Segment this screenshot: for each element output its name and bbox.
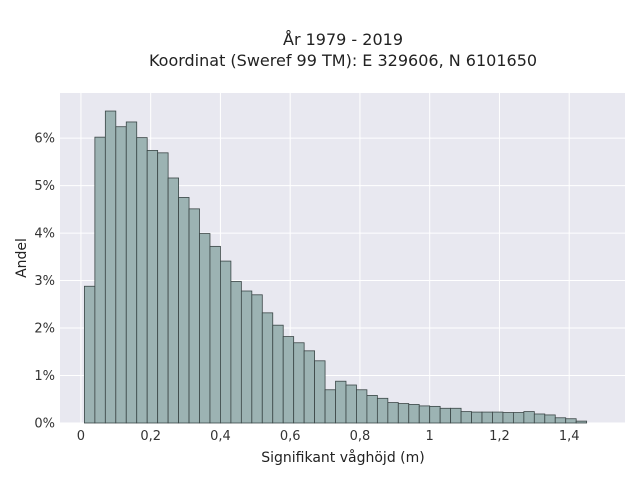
histogram-bar: [209, 245, 221, 424]
y-tick-label: 6%: [34, 132, 55, 147]
histogram-bar: [471, 411, 483, 424]
histogram-bar: [115, 126, 127, 424]
histogram-bar: [439, 407, 452, 424]
histogram-bar: [335, 380, 347, 424]
histogram-bar: [429, 405, 441, 424]
histogram-bar: [220, 260, 232, 424]
y-axis-ticks: 0% 1% 2% 3% 4% 5% 6%: [34, 132, 55, 432]
histogram-bar: [387, 402, 399, 424]
histogram-bar: [502, 412, 514, 424]
histogram-bar: [230, 281, 242, 424]
histogram-bar: [376, 397, 389, 424]
histogram-bar: [575, 420, 588, 424]
histogram-bar: [356, 389, 368, 424]
histogram-bar: [104, 110, 117, 424]
histogram-bar: [199, 233, 211, 424]
histogram-bar: [282, 336, 295, 424]
x-tick-label: 1,2: [489, 429, 510, 444]
histogram-bar: [125, 121, 138, 424]
histogram-bar: [157, 152, 169, 424]
y-tick-label: 1%: [34, 369, 55, 384]
y-tick-label: 5%: [34, 179, 55, 194]
x-tick-label: 1: [426, 429, 434, 444]
x-tick-label: 1,4: [559, 429, 580, 444]
histogram-bar: [251, 294, 263, 424]
chart-title: År 1979 - 2019: [283, 30, 403, 49]
histogram-bar: [303, 350, 315, 424]
x-axis-ticks: 0 0,2 0,4 0,6 0,8 1 1,2 1,4: [77, 429, 580, 444]
histogram-bar: [345, 384, 357, 424]
histogram-bar: [178, 197, 190, 424]
histogram-bar: [146, 150, 159, 424]
histogram-bar: [261, 312, 274, 424]
histogram-bar: [481, 411, 493, 424]
histogram-bar: [167, 177, 179, 424]
x-tick-label: 0,2: [140, 429, 161, 444]
y-tick-label: 0%: [34, 417, 55, 432]
x-tick-label: 0: [77, 429, 85, 444]
histogram-bar: [408, 404, 420, 424]
histogram-bar: [554, 417, 567, 424]
histogram-bar: [523, 411, 535, 424]
histogram-bar: [544, 414, 556, 424]
y-tick-label: 4%: [34, 227, 55, 242]
bars: [84, 110, 588, 424]
histogram-bar: [240, 290, 253, 424]
histogram-bar: [314, 360, 326, 424]
x-tick-label: 0,8: [350, 429, 371, 444]
histogram-bar: [84, 285, 96, 424]
histogram-bar: [293, 342, 305, 424]
y-tick-label: 2%: [34, 322, 55, 337]
histogram-bar: [565, 418, 577, 424]
histogram-bar: [397, 403, 410, 424]
histogram-bar: [533, 413, 546, 424]
histogram-bar: [272, 324, 284, 424]
y-axis-label: Andel: [14, 238, 30, 278]
x-tick-label: 0,4: [210, 429, 231, 444]
chart-subtitle: Koordinat (Sweref 99 TM): E 329606, N 61…: [149, 51, 537, 70]
histogram-bar: [450, 407, 462, 424]
histogram-bar: [188, 208, 200, 424]
histogram-bar: [324, 389, 336, 424]
histogram-bar: [492, 411, 504, 424]
histogram-bar: [136, 137, 148, 424]
histogram-bar: [460, 411, 472, 424]
x-axis-label: Signifikant våghöjd (m): [261, 449, 424, 466]
y-tick-label: 3%: [34, 274, 55, 289]
histogram-bar: [418, 405, 431, 424]
histogram-bar: [366, 395, 378, 424]
x-tick-label: 0,6: [280, 429, 301, 444]
histogram-bar: [94, 136, 106, 424]
histogram-bar: [512, 412, 525, 424]
